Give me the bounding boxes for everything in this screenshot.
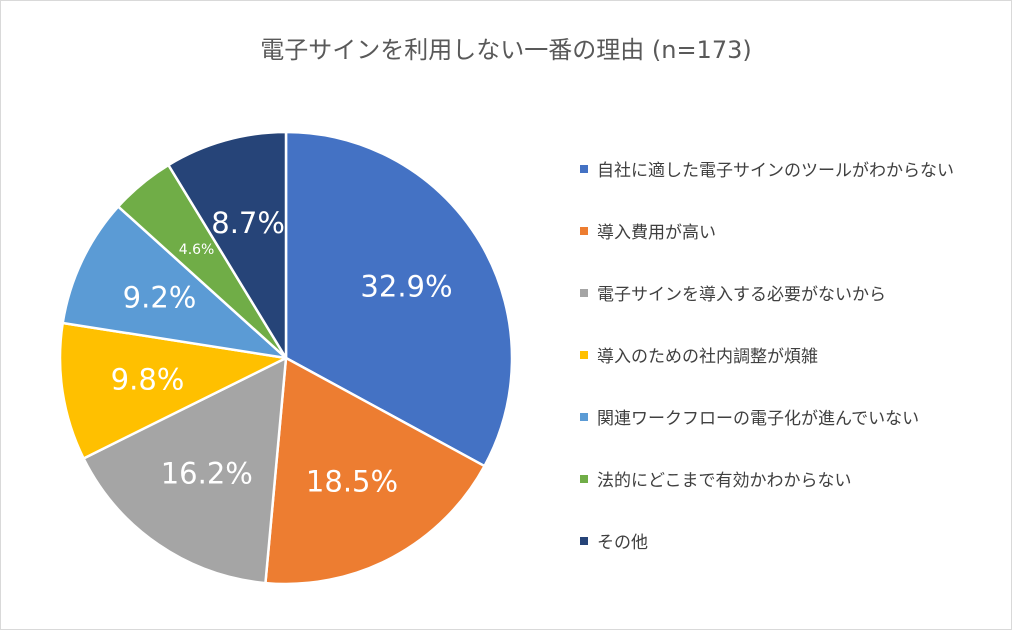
legend-label: 法的にどこまで有効かわからない xyxy=(597,471,852,491)
pie-slice xyxy=(58,321,288,460)
legend-swatch xyxy=(580,165,588,173)
legend-swatch xyxy=(580,289,588,297)
slice-data-label: 18.5% xyxy=(306,465,398,499)
legend-swatch xyxy=(580,475,588,483)
legend-label: 導入費用が高い xyxy=(597,223,716,243)
legend-swatch xyxy=(580,351,588,359)
pie-slice xyxy=(167,130,288,360)
legend-swatch xyxy=(580,227,588,235)
legend-item: 法的にどこまで有効かわからない xyxy=(580,468,954,530)
slice-data-label: 4.6% xyxy=(179,242,215,258)
pie-slice xyxy=(284,130,514,468)
slice-data-label: 9.8% xyxy=(111,362,185,396)
chart-title: 電子サインを利用しない一番の理由 (n=173) xyxy=(260,36,752,64)
legend-item: 導入費用が高い xyxy=(580,220,954,282)
pie-slice xyxy=(82,356,288,585)
legend-item: その他 xyxy=(580,530,954,592)
legend-label: 関連ワークフローの電子化が進んでいない xyxy=(597,409,920,429)
chart-legend: 自社に適した電子サインのツールがわからない 導入費用が高い電子サインを導入する必要… xyxy=(580,158,954,592)
slice-data-label: 16.2% xyxy=(161,457,253,491)
pie-slice xyxy=(61,205,288,360)
legend-item: 電子サインを導入する必要がないから xyxy=(580,282,954,344)
legend-label: 自社に適した電子サインのツールがわからない xyxy=(597,161,954,181)
slice-data-label: 8.7% xyxy=(211,206,285,240)
legend-item: 自社に適した電子サインのツールがわからない xyxy=(580,158,954,220)
legend-item: 関連ワークフローの電子化が進んでいない xyxy=(580,406,954,468)
slice-data-label: 32.9% xyxy=(360,269,452,303)
slice-data-label: 9.2% xyxy=(123,281,197,315)
legend-swatch xyxy=(580,537,588,545)
legend-label: 導入のための社内調整が煩雑 xyxy=(597,347,818,367)
legend-item: 導入のための社内調整が煩雑 xyxy=(580,344,954,406)
legend-label: その他 xyxy=(597,533,648,553)
legend-label: 電子サインを導入する必要がないから xyxy=(597,285,886,305)
pie-slice xyxy=(264,356,486,586)
legend-swatch xyxy=(580,413,588,421)
